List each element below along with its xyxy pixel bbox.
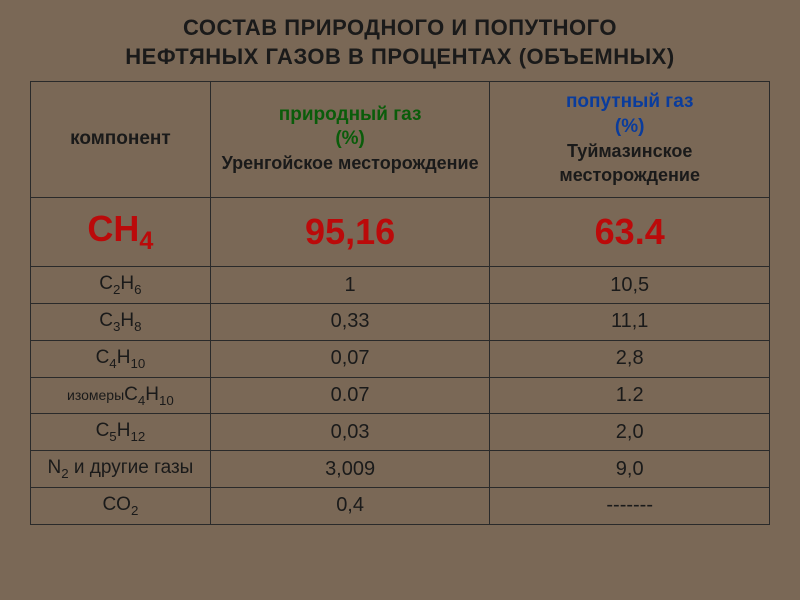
formula-sub: 5 [109,429,116,444]
highlight-formula-sub: 4 [139,227,153,255]
title-line-1: СОСТАВ ПРИРОДНОГО И ПОПУТНОГО [183,15,617,40]
highlight-row: CH4 95,16 63.4 [31,197,770,266]
formula-sub: 4 [109,356,116,371]
formula-mid: H [117,420,131,441]
row-associated-value: 2,0 [490,414,770,451]
formula-sub2: 10 [130,356,145,371]
title-line-2: НЕФТЯНЫХ ГАЗОВ В ПРОЦЕНТАХ (ОБЪЕМНЫХ) [125,44,674,69]
formula-suffix: и другие газы [69,457,194,478]
header-natural-name: природный газ [279,104,422,125]
formula-sub: 2 [61,466,68,481]
table-row: C3H80,3311,1 [31,303,770,340]
row-formula: C4H10 [31,340,211,377]
row-natural-value: 0,33 [210,303,490,340]
header-associated-field: Туймазинское месторождение [559,141,700,186]
formula-base: N [47,457,61,478]
highlight-formula-base: CH [87,208,139,249]
highlight-natural: 95,16 [210,197,490,266]
table-row: C2H6110,5 [31,267,770,304]
row-associated-value: 1.2 [490,377,770,414]
row-natural-value: 0,07 [210,340,490,377]
gas-composition-table: компонент природный газ (%) Уренгойское … [30,81,770,525]
row-associated-value: ------- [490,487,770,524]
table-row: изомерыC4H100.071.2 [31,377,770,414]
formula-base: CO [102,494,131,515]
formula-sub: 2 [131,503,138,518]
row-natural-value: 0,4 [210,487,490,524]
header-natural-gas: природный газ (%) Уренгойское месторожде… [210,82,490,198]
formula-sub2: 6 [134,282,141,297]
formula-sub2: 12 [130,429,145,444]
row-formula: C3H8 [31,303,211,340]
row-associated-value: 2,8 [490,340,770,377]
row-formula: CO2 [31,487,211,524]
row-formula: изомерыC4H10 [31,377,211,414]
row-natural-value: 0,03 [210,414,490,451]
header-component: компонент [31,82,211,198]
row-associated-value: 11,1 [490,303,770,340]
table-row: N2 и другие газы3,0099,0 [31,451,770,488]
header-associated-gas: попутный газ (%) Туймазинское месторожде… [490,82,770,198]
table-row: C4H100,072,8 [31,340,770,377]
highlight-formula: CH4 [31,197,211,266]
row-associated-value: 9,0 [490,451,770,488]
slide-title: СОСТАВ ПРИРОДНОГО И ПОПУТНОГО НЕФТЯНЫХ Г… [125,14,674,71]
formula-sub2: 8 [134,319,141,334]
row-natural-value: 0.07 [210,377,490,414]
formula-mid: H [120,310,134,331]
header-natural-pct: (%) [335,128,365,149]
row-natural-value: 1 [210,267,490,304]
table-header-row: компонент природный газ (%) Уренгойское … [31,82,770,198]
formula-base: C [99,310,113,331]
highlight-associated: 63.4 [490,197,770,266]
header-associated-name: попутный газ [566,91,693,112]
row-associated-value: 10,5 [490,267,770,304]
formula-base: C [96,347,110,368]
formula-mid: H [120,273,134,294]
header-natural-field: Уренгойское месторождение [222,153,479,173]
header-associated-pct: (%) [615,116,645,137]
table-row: CO20,4------- [31,487,770,524]
formula-base: C [96,420,110,441]
formula-base: C [124,384,138,405]
formula-prefix: изомеры [67,387,124,403]
row-formula: N2 и другие газы [31,451,211,488]
formula-sub2: 10 [159,392,174,407]
row-formula: C5H12 [31,414,211,451]
row-natural-value: 3,009 [210,451,490,488]
formula-base: C [99,273,113,294]
row-formula: C2H6 [31,267,211,304]
formula-mid: H [117,347,131,368]
formula-mid: H [145,384,159,405]
table-row: C5H120,032,0 [31,414,770,451]
header-component-label: компонент [70,128,171,149]
